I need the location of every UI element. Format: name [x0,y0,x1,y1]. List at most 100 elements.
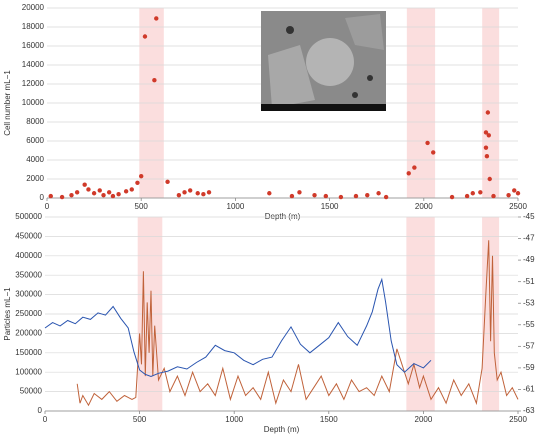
y-tick-label: 300000 [15,290,42,299]
data-point [91,191,97,196]
y-tick-label: 12000 [22,79,45,88]
y-axis-title: Particles mL−1 [3,287,12,341]
y-tick-label: 250000 [15,309,42,318]
y2-tick-label: -53 [523,298,535,307]
data-point [312,192,317,198]
y-tick-label: 20000 [22,3,45,12]
y-tick-label: 4000 [26,155,44,164]
x-tick-label: 500 [135,202,149,211]
x-tick-label: 500 [133,415,147,424]
y-tick-label: 0 [40,193,45,202]
y-tick-label: 400000 [15,251,42,260]
data-point [515,191,521,196]
y-tick-label: 8000 [26,117,44,126]
y-tick-label: 500000 [15,212,42,221]
data-point [512,188,517,193]
y-tick-label: 10000 [22,98,45,107]
data-point [486,133,491,138]
y-axis-title: Cell number mL−1 [3,70,12,136]
x-tick-label: 2500 [509,202,527,211]
y2-tick-label: -61 [523,385,535,394]
y-tick-label: 6000 [26,136,44,145]
x-tick-label: 1000 [225,415,243,424]
data-point [267,191,272,196]
y-tick-label: 50000 [20,387,43,396]
data-point [129,187,134,192]
x-tick-label: 2000 [415,415,433,424]
x-tick-label: 1500 [320,415,338,424]
data-point [154,16,159,21]
data-point [74,190,80,195]
data-point [97,188,102,193]
data-point [425,140,430,146]
data-point [487,176,492,182]
data-point [485,110,491,115]
data-point [176,192,182,198]
data-point [182,190,187,195]
data-point [135,180,140,185]
x-tick-label: 2500 [509,415,527,424]
y-tick-label: 16000 [22,41,45,50]
data-point [187,188,193,193]
x-axis-title: Depth (m) [264,425,300,434]
y2-tick-label: -59 [523,363,535,372]
x-axis-title: Depth (m) [265,212,301,221]
data-point [478,190,483,195]
data-point [376,191,381,196]
data-point [365,192,370,198]
data-point [201,192,206,197]
inset-micrograph [261,11,386,111]
data-point [48,193,53,199]
data-point [59,194,65,200]
data-point [106,190,112,195]
y-tick-label: 350000 [15,270,42,279]
y-tick-label: 18000 [22,22,45,31]
data-point [353,193,359,199]
x-tick-label: 2000 [415,202,433,211]
data-point [491,193,496,199]
data-line [76,240,519,407]
y2-tick-label: -45 [523,212,535,221]
data-point [406,171,411,176]
data-point [449,194,455,200]
data-point [297,190,302,195]
data-point [110,193,116,199]
data-point [289,193,295,199]
data-point [470,191,475,196]
data-point [165,179,170,185]
data-point [142,34,148,39]
data-point [412,165,417,170]
y2-tick-label: -57 [523,341,535,350]
x-tick-label: 0 [45,202,50,211]
y2-tick-label: -47 [523,234,535,243]
data-point [152,78,157,83]
data-point [82,182,87,187]
y2-tick-label: -63 [523,406,535,415]
data-point [86,187,91,192]
data-line [44,277,432,378]
data-point [483,145,489,150]
data-point [69,192,74,198]
y-tick-label: 100000 [15,367,42,376]
y-tick-label: 200000 [15,329,42,338]
x-tick-label: 1500 [321,202,339,211]
data-point [431,150,436,155]
data-point [123,189,129,194]
data-point [338,194,344,200]
data-point [506,192,511,198]
y-tick-label: 2000 [26,174,44,183]
y2-tick-label: -55 [523,320,535,329]
data-point [101,192,106,198]
data-point [323,193,329,199]
x-tick-label: 1000 [227,202,245,211]
x-tick-label: 0 [43,415,48,424]
data-point [206,190,212,195]
data-point [383,194,389,200]
y-tick-label: 450000 [15,232,42,241]
y2-tick-label: -49 [523,255,535,264]
data-point [483,130,489,135]
y2-tick-label: -51 [523,277,535,286]
y-tick-label: 0 [38,406,43,415]
y-tick-label: 150000 [15,348,42,357]
